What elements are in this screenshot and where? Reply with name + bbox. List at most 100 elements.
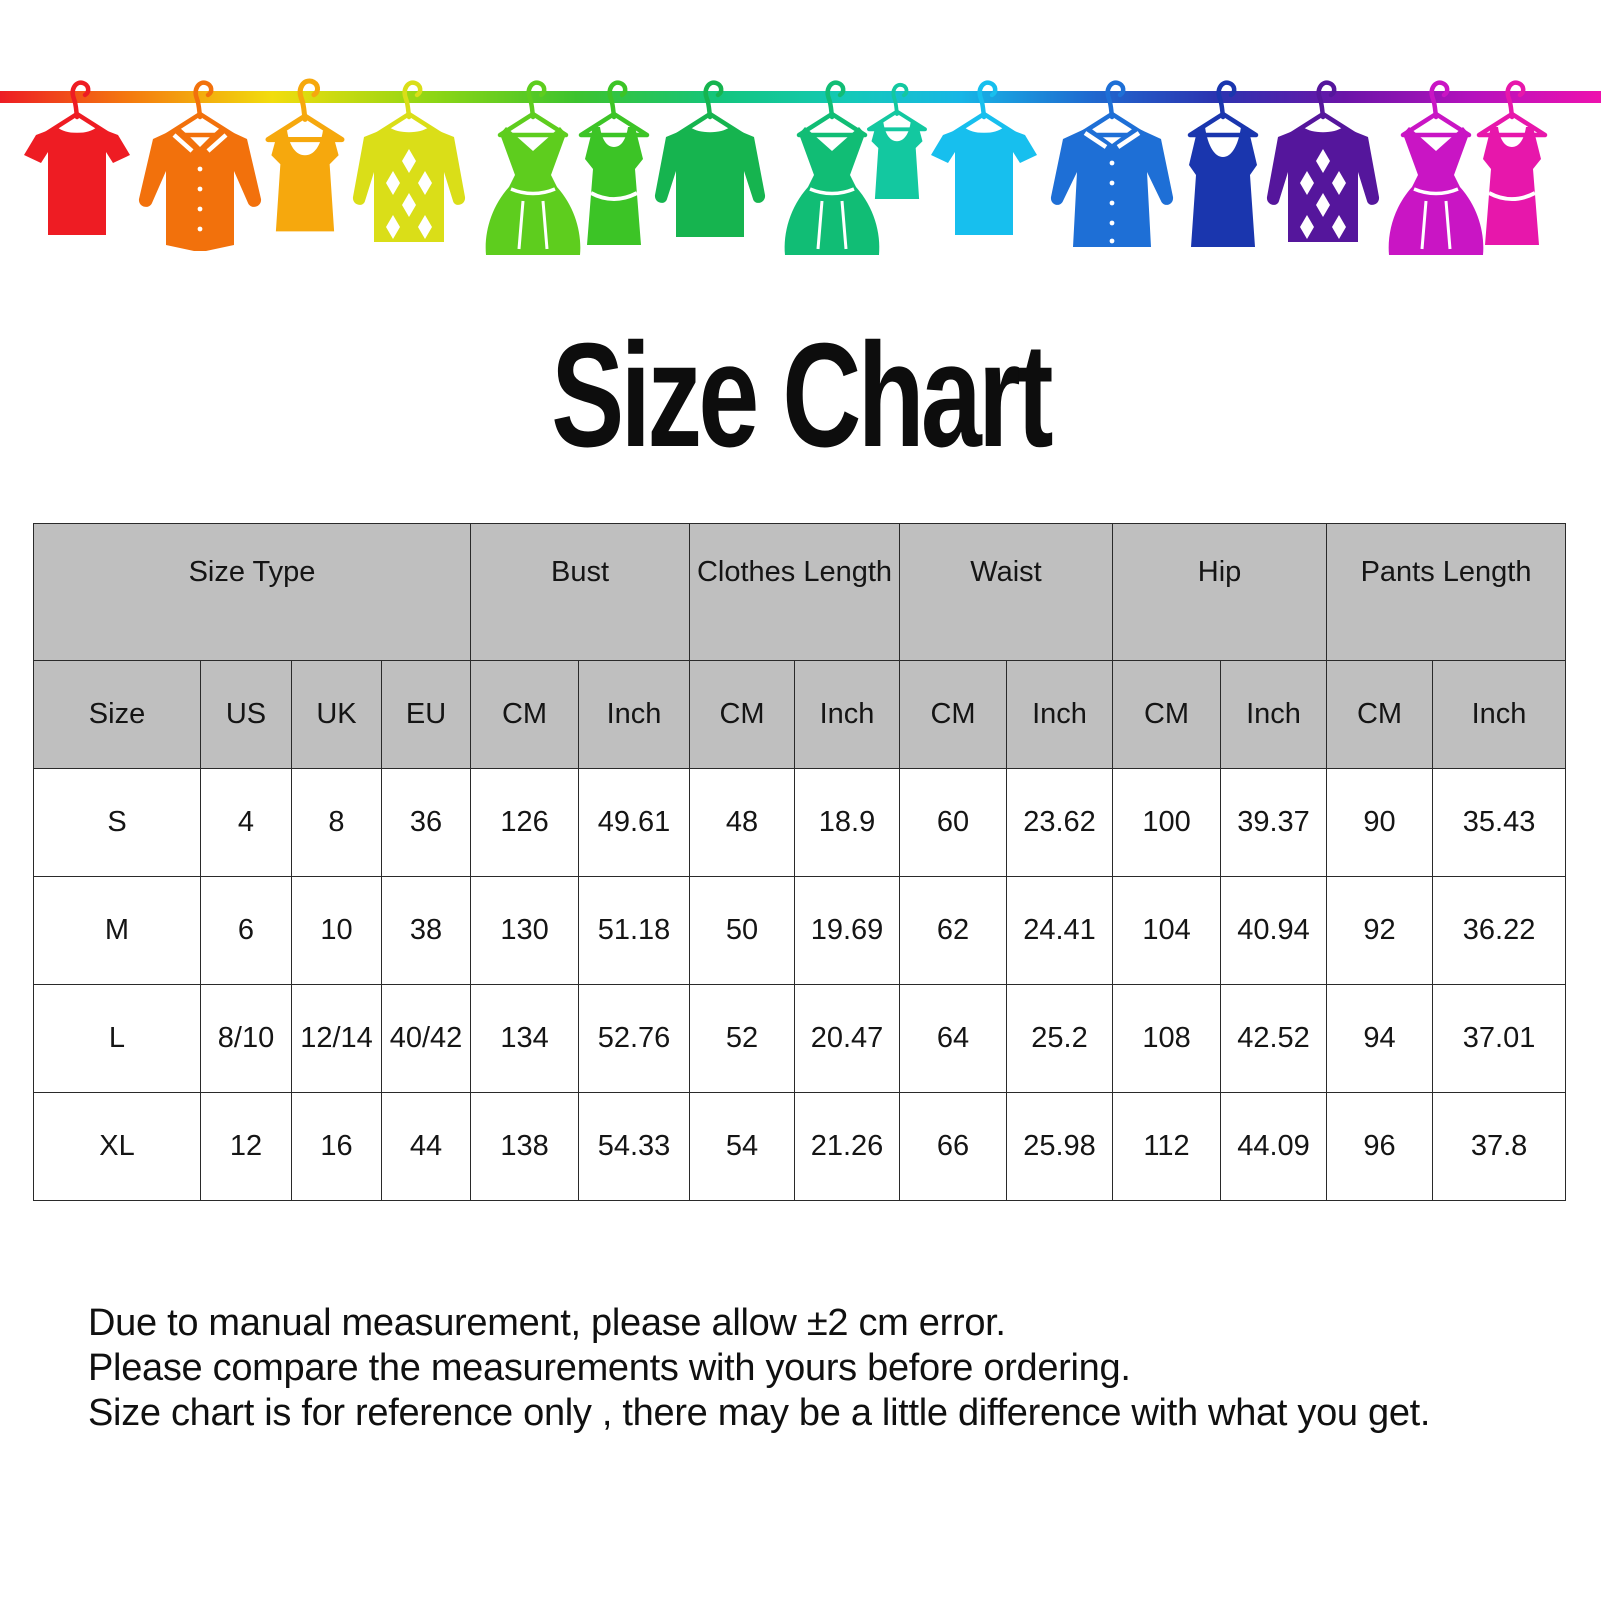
cell: 96 [1326,1092,1434,1201]
argyle-sweater-icon [1267,83,1379,242]
cell: 21.26 [794,1092,901,1201]
table-row-m: M 6 10 38 130 51.18 50 19.69 62 24.41 10… [33,876,1567,985]
cell: 23.62 [1006,768,1114,877]
cell: 52 [689,984,796,1093]
cell: 42.52 [1220,984,1328,1093]
cell: 37.8 [1432,1092,1567,1201]
cell: 6 [200,876,292,985]
button-shirt-icon [1051,83,1173,247]
cell: S [33,768,201,877]
cell: 100 [1112,768,1222,877]
tshirt-icon [931,83,1037,235]
col-header-cm: CM [470,660,580,769]
col-header-us: US [200,660,292,769]
cell: 134 [470,984,580,1093]
unit-header-row: Size US UK EU CM Inch CM Inch CM Inch CM… [33,660,1567,769]
cell: 104 [1112,876,1222,985]
cell: 66 [899,1092,1008,1201]
tank-top-icon [268,81,342,231]
col-group-pants-length: Pants Length [1326,523,1567,661]
cell: 8 [291,768,382,877]
note-line: Size chart is for reference only , there… [88,1392,1431,1434]
col-header-cm: CM [1112,660,1222,769]
argyle-sweater-icon [353,83,465,242]
cell: 36 [380,768,472,877]
cell: 20.47 [794,984,901,1093]
cell: 39.37 [1220,768,1328,877]
note-line: Please compare the measurements with you… [88,1347,1131,1389]
cell: 10 [291,876,382,985]
col-header-inch: Inch [1006,660,1114,769]
col-group-size-type: Size Type [32,523,472,661]
cell: 92 [1326,876,1434,985]
tank-dress-icon [1479,83,1545,245]
cell: 38 [380,876,472,985]
cell: 24.41 [1006,876,1114,985]
tshirt-icon [24,83,130,235]
cell: 25.98 [1006,1092,1114,1201]
col-header-cm: CM [899,660,1008,769]
col-group-hip: Hip [1112,523,1328,661]
flare-dress-icon [1389,83,1484,255]
scoop-dress-icon [1189,83,1257,247]
open-shirt-icon [139,83,261,251]
cell: 60 [899,768,1008,877]
cell: 108 [1112,984,1222,1093]
table-row-l: L 8/10 12/14 40/42 134 52.76 52 20.47 64… [33,984,1567,1093]
size-table: Size Type Bust Clothes Length Waist Hip … [32,523,1567,1201]
group-header-row: Size Type Bust Clothes Length Waist Hip … [32,523,1567,661]
cell: 44 [380,1092,472,1201]
cell: 16 [291,1092,382,1201]
col-group-bust: Bust [470,523,691,661]
col-header-inch: Inch [1220,660,1328,769]
cell: 44.09 [1220,1092,1328,1201]
cell: 52.76 [578,984,691,1093]
cell: 51.18 [578,876,691,985]
note-line: Due to manual measurement, please allow … [88,1302,1006,1344]
cell: 54.33 [578,1092,691,1201]
cell: 112 [1112,1092,1222,1201]
cell: 90 [1326,768,1434,877]
flare-dress-icon [785,83,880,255]
cell: 54 [689,1092,796,1201]
size-chart-page: Size Chart Size Type Bust Clothes Length… [0,0,1601,1436]
col-header-cm: CM [1326,660,1434,769]
col-header-eu: EU [380,660,472,769]
cell: 126 [470,768,580,877]
cell: 50 [689,876,796,985]
col-group-clothes-length: Clothes Length [689,523,901,661]
cell: 49.61 [578,768,691,877]
cell: 25.2 [1006,984,1114,1093]
rainbow-clothesline [0,91,1601,103]
col-group-waist: Waist [899,523,1114,661]
page-title: Size Chart [551,313,1053,478]
flare-dress-icon [486,83,581,255]
cell: 19.69 [794,876,901,985]
cell: 4 [200,768,292,877]
cell: XL [33,1092,201,1201]
cell: 40/42 [380,984,472,1093]
cell: 48 [689,768,796,877]
long-sleeve-top-icon [655,83,765,237]
clothes-banner [0,0,1601,270]
cell: 37.01 [1432,984,1567,1093]
measurement-notes: Due to manual measurement, please allow … [88,1301,1601,1436]
cell: 138 [470,1092,580,1201]
col-header-inch: Inch [578,660,691,769]
col-header-uk: UK [291,660,382,769]
table-row-s: S 4 8 36 126 49.61 48 18.9 60 23.62 100 … [33,768,1567,877]
cell: 36.22 [1432,876,1567,985]
col-header-inch: Inch [794,660,901,769]
cell: 35.43 [1432,768,1567,877]
cell: 62 [899,876,1008,985]
col-header-cm: CM [689,660,796,769]
cell: 12 [200,1092,292,1201]
cell: 130 [470,876,580,985]
col-header-inch: Inch [1432,660,1567,769]
col-header-size: Size [33,660,201,769]
cell: L [33,984,201,1093]
cell: 64 [899,984,1008,1093]
cell: 12/14 [291,984,382,1093]
cell: 8/10 [200,984,292,1093]
cell: 18.9 [794,768,901,877]
